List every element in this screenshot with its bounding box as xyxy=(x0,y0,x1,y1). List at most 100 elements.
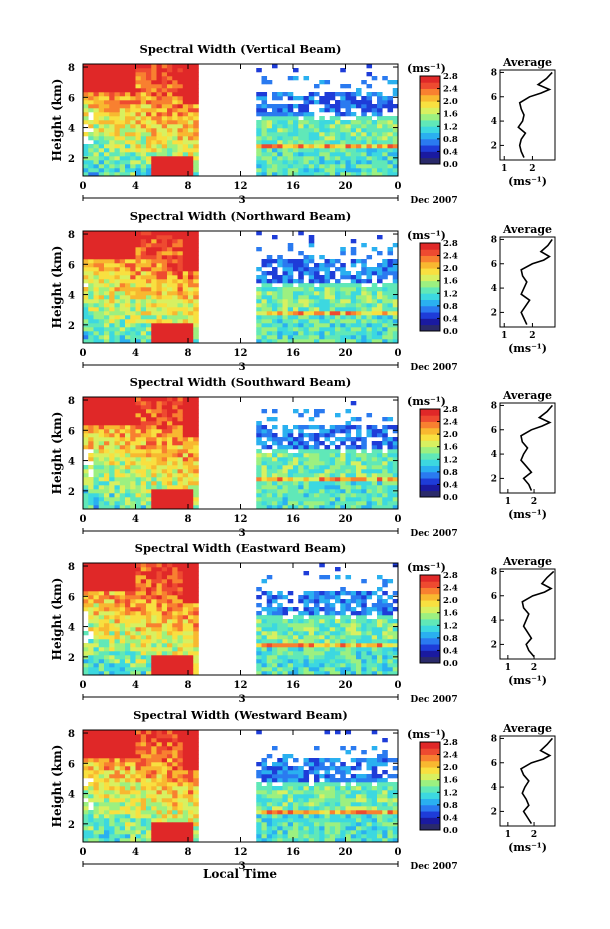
x-tick-label: 4 xyxy=(132,348,139,359)
heatmap-cell xyxy=(350,307,357,312)
heatmap-cell xyxy=(298,291,304,296)
heatmap-cell xyxy=(377,445,383,450)
heatmap-cell xyxy=(272,140,278,145)
heatmap-cell xyxy=(156,275,163,280)
heatmap-cell xyxy=(161,575,168,580)
heatmap-cell xyxy=(93,132,100,137)
heatmap-cell xyxy=(324,457,331,462)
heatmap-cell xyxy=(172,315,178,320)
heatmap-cell xyxy=(156,571,163,576)
heatmap-cell xyxy=(356,120,362,125)
heatmap-cell xyxy=(350,401,357,406)
heatmap-cell xyxy=(167,120,173,125)
heatmap-cell xyxy=(151,120,157,125)
heatmap-cell xyxy=(140,651,147,656)
heatmap-cell xyxy=(161,583,168,588)
heatmap-cell xyxy=(287,437,294,442)
heatmap-cell xyxy=(125,405,131,410)
heatmap-cell xyxy=(172,571,178,576)
heatmap-cell xyxy=(167,112,173,117)
heatmap-cell xyxy=(104,643,110,648)
heatmap-cell xyxy=(282,627,289,632)
heatmap-cell xyxy=(340,311,346,316)
heatmap-cell xyxy=(324,635,331,640)
heatmap-cell xyxy=(114,112,121,117)
heatmap-cell xyxy=(314,413,320,418)
heatmap-cell xyxy=(161,267,168,272)
colorbar-tick-label: 2.0 xyxy=(443,596,458,606)
heatmap-cell xyxy=(314,339,320,344)
heatmap-cell xyxy=(182,481,189,486)
heatmap-cell xyxy=(340,271,346,276)
colorbar-tick-label: 1.2 xyxy=(443,289,458,299)
heatmap-cell xyxy=(335,627,341,632)
heatmap-cell xyxy=(308,140,315,145)
heatmap-cell xyxy=(172,441,178,446)
heatmap-cell xyxy=(172,477,178,482)
colorbar-swatch xyxy=(420,280,440,288)
date-label: Dec 2007 xyxy=(410,529,457,539)
heatmap-cell xyxy=(167,140,173,145)
colorbar-swatch xyxy=(420,157,440,165)
heatmap-cell xyxy=(266,433,273,438)
heatmap-cell xyxy=(308,116,315,121)
heatmap-cell xyxy=(146,92,152,97)
heatmap-cell xyxy=(193,567,199,572)
heatmap-cell xyxy=(377,595,383,600)
heatmap-cell xyxy=(177,473,184,478)
heatmap-cell xyxy=(167,453,173,458)
heatmap-cell xyxy=(361,287,367,292)
heatmap-cell xyxy=(319,473,325,478)
heatmap-cell xyxy=(140,615,147,620)
heatmap-cell xyxy=(188,287,194,292)
heatmap-cell xyxy=(356,433,362,438)
heatmap-cell xyxy=(366,663,373,668)
heatmap-cell xyxy=(282,611,289,616)
heatmap-cell xyxy=(135,465,142,470)
heatmap-cell xyxy=(329,172,336,177)
heatmap-cell xyxy=(188,445,194,450)
heatmap-cell xyxy=(377,623,383,628)
heatmap-cell xyxy=(119,112,126,117)
heatmap-cell xyxy=(361,615,367,620)
heatmap-cell xyxy=(167,160,173,165)
heatmap-cell xyxy=(308,469,315,474)
heatmap-cell xyxy=(377,96,383,101)
heatmap-cell xyxy=(172,405,178,410)
heatmap-cell xyxy=(350,461,357,466)
heatmap-cell xyxy=(345,671,352,676)
heatmap-cell xyxy=(387,579,394,584)
heatmap-cell xyxy=(83,239,89,244)
heatmap-cell xyxy=(282,489,289,494)
heatmap-cell xyxy=(167,235,173,240)
heatmap-cell xyxy=(146,575,152,580)
heatmap-cell xyxy=(361,619,367,624)
colorbar-swatch xyxy=(420,126,440,133)
heatmap-cell xyxy=(151,231,157,236)
heatmap-cell xyxy=(392,120,399,125)
heatmap-cell xyxy=(387,671,394,676)
heatmap-cell xyxy=(182,489,189,494)
heatmap-cell xyxy=(177,493,184,498)
heatmap-cell xyxy=(177,611,184,616)
heatmap-cell xyxy=(256,655,262,660)
heatmap-cell xyxy=(161,623,168,628)
heatmap-cell xyxy=(167,279,173,284)
heatmap-cell xyxy=(135,651,142,656)
heatmap-cell xyxy=(182,239,189,244)
heatmap-cell xyxy=(146,307,152,312)
heatmap-cell xyxy=(130,287,136,292)
heatmap-cell xyxy=(387,104,394,109)
heatmap-cell xyxy=(261,635,268,640)
heatmap-cell xyxy=(293,116,299,121)
date-sub-label: 3 xyxy=(239,528,246,539)
heatmap-cell xyxy=(256,120,262,125)
heatmap-cell xyxy=(167,421,173,426)
heatmap-cell xyxy=(119,136,126,141)
heatmap-cell xyxy=(182,104,189,109)
heatmap-cell xyxy=(182,623,189,628)
heatmap-cell xyxy=(167,627,173,632)
heatmap-cell xyxy=(125,409,131,414)
heatmap-cell xyxy=(135,505,142,510)
heatmap-cell xyxy=(172,453,178,458)
